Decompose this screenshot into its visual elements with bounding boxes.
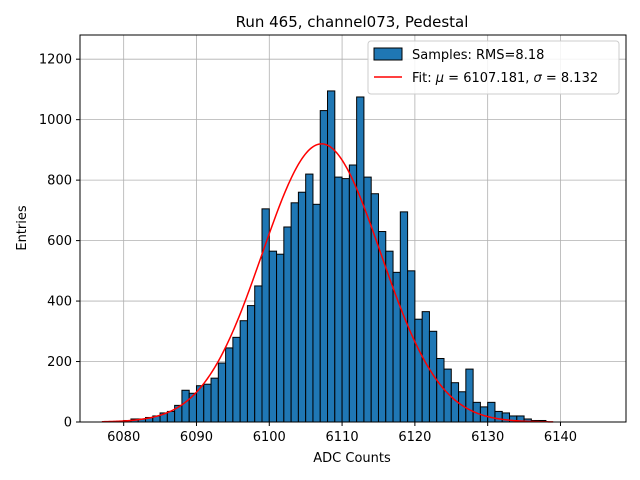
legend-label-fit: Fit: μ = 6107.181, σ = 8.132 [412,71,598,86]
y-tick-label: 1000 [39,113,72,128]
plot-frame [79,34,627,423]
histogram-bar [276,253,285,423]
x-tick-label: 6130 [471,430,504,445]
y-tick-label: 1200 [39,53,72,68]
histogram-bar [217,362,227,423]
y-tick-label: 0 [64,416,72,431]
x-axis-label: ADC Counts [313,451,391,466]
legend: Samples: RMS=8.18 Fit: μ = 6107.181, σ =… [367,40,620,95]
histogram-bar [239,320,248,423]
histogram-bar [203,383,212,423]
histogram-bar [166,410,176,423]
histogram-bar [348,164,358,423]
histogram-bar [225,347,234,423]
histogram-bar [465,368,474,423]
histogram-bar [334,176,343,423]
histogram-bar [327,90,336,423]
histogram-bar [341,178,350,423]
histogram-bar [363,176,372,423]
histogram-bar [305,173,314,423]
x-tick-label: 6120 [398,430,431,445]
histogram-bar [297,191,307,423]
histogram-bar [356,96,365,423]
x-tick-label: 6140 [544,430,577,445]
histogram-bar [261,208,270,423]
legend-swatch-samples [373,47,403,61]
y-tick-label: 800 [47,174,72,189]
histogram-bar [414,318,423,423]
sigma-symbol: σ [534,71,543,86]
legend-box [367,40,620,95]
histogram-bar [246,305,256,423]
x-tick-label: 6110 [326,430,359,445]
y-tick-label: 400 [47,295,72,310]
x-tick-label: 6090 [180,430,213,445]
histogram-bar [428,330,438,423]
histogram-bar [319,110,329,423]
x-tick-label: 6100 [253,430,286,445]
histogram-bar [377,231,387,423]
histogram-bar [268,250,278,423]
sigma-value: = 8.132 [542,71,598,86]
histogram-bar [392,271,401,423]
y-axis-ticks: 0 200 400 600 800 1000 1200 [39,53,80,431]
x-axis-ticks: 6080 6090 6100 6110 6120 6130 6140 [107,422,577,445]
fit-label-prefix: Fit: [412,71,436,86]
histogram-bar [487,401,496,423]
histogram-bar [210,377,219,423]
histogram-bar [494,410,503,423]
y-axis-label: Entries [15,205,30,251]
mu-value: = 6107.181, [444,71,533,86]
y-tick-label: 600 [47,234,72,249]
histogram-bar [407,270,416,423]
chart-title: Run 465, channel073, Pedestal [236,13,469,31]
histogram-bar [290,202,299,423]
x-tick-label: 6080 [107,430,140,445]
histogram-bar [312,203,321,423]
histogram-bar [283,226,292,423]
histogram-bar [436,358,445,423]
fit-curve [101,143,554,423]
mu-symbol: μ [435,71,444,86]
histogram-bars [123,90,547,423]
histogram-bar [181,389,190,423]
histogram-bar [232,336,241,423]
histogram-bar [254,285,263,423]
legend-label-samples: Samples: RMS=8.18 [412,48,544,63]
y-tick-label: 200 [47,355,72,370]
